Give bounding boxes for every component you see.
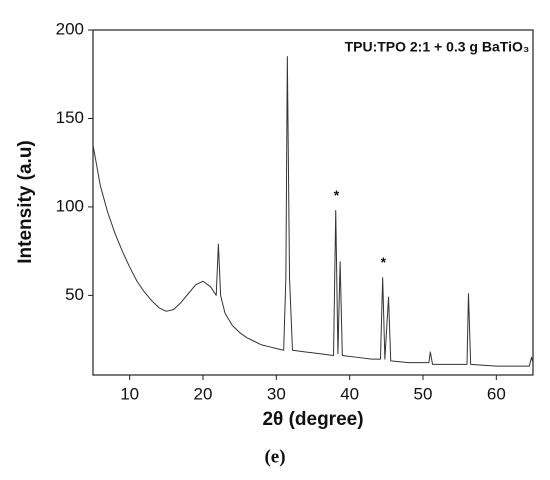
plot-frame [92,29,534,376]
y-axis-label: Intensity (a.u) [15,140,36,264]
legend-note: TPU:TPO 2:1 + 0.3 g BaTiO₃ [345,38,530,54]
x-tick-label: 10 [120,384,139,403]
x-tick-label: 60 [487,384,506,403]
peak-marker: * [334,187,340,203]
y-tick-label: 50 [65,285,84,304]
y-tick-label: 150 [56,108,84,127]
y-tick-label: 200 [56,19,84,38]
x-axis-label: 2θ (degree) [262,409,363,430]
x-tick-label: 30 [267,384,286,403]
x-tick-label: 50 [414,384,433,403]
xrd-line [92,56,534,367]
x-tick-label: 40 [340,384,359,403]
caption: (e) [264,446,285,467]
peak-marker: * [381,254,387,270]
x-tick-label: 20 [194,384,213,403]
y-tick-label: 100 [56,196,84,215]
